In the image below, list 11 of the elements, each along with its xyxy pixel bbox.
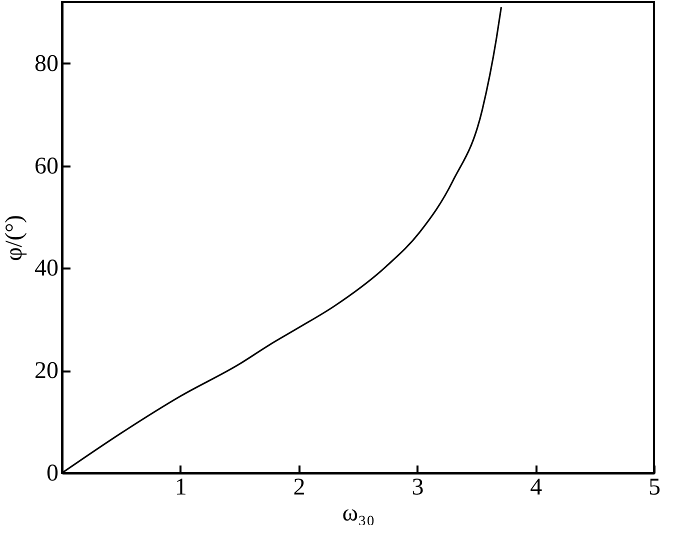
y-tick-label: 20 bbox=[34, 358, 58, 384]
y-tick-label: 60 bbox=[34, 153, 58, 180]
y-tick-label: 80 bbox=[34, 50, 58, 77]
x-tick-label: 1 bbox=[174, 474, 187, 500]
x-tick-label: 5 bbox=[648, 474, 660, 500]
x-tick-label: 4 bbox=[530, 474, 542, 500]
y-axis-title: φ/(°) bbox=[2, 214, 28, 262]
y-tick-label: 40 bbox=[34, 256, 58, 282]
x-tick-label: 3 bbox=[412, 474, 424, 500]
x-tick-label: 2 bbox=[293, 474, 306, 500]
y-tick-label: 0 bbox=[46, 460, 58, 486]
